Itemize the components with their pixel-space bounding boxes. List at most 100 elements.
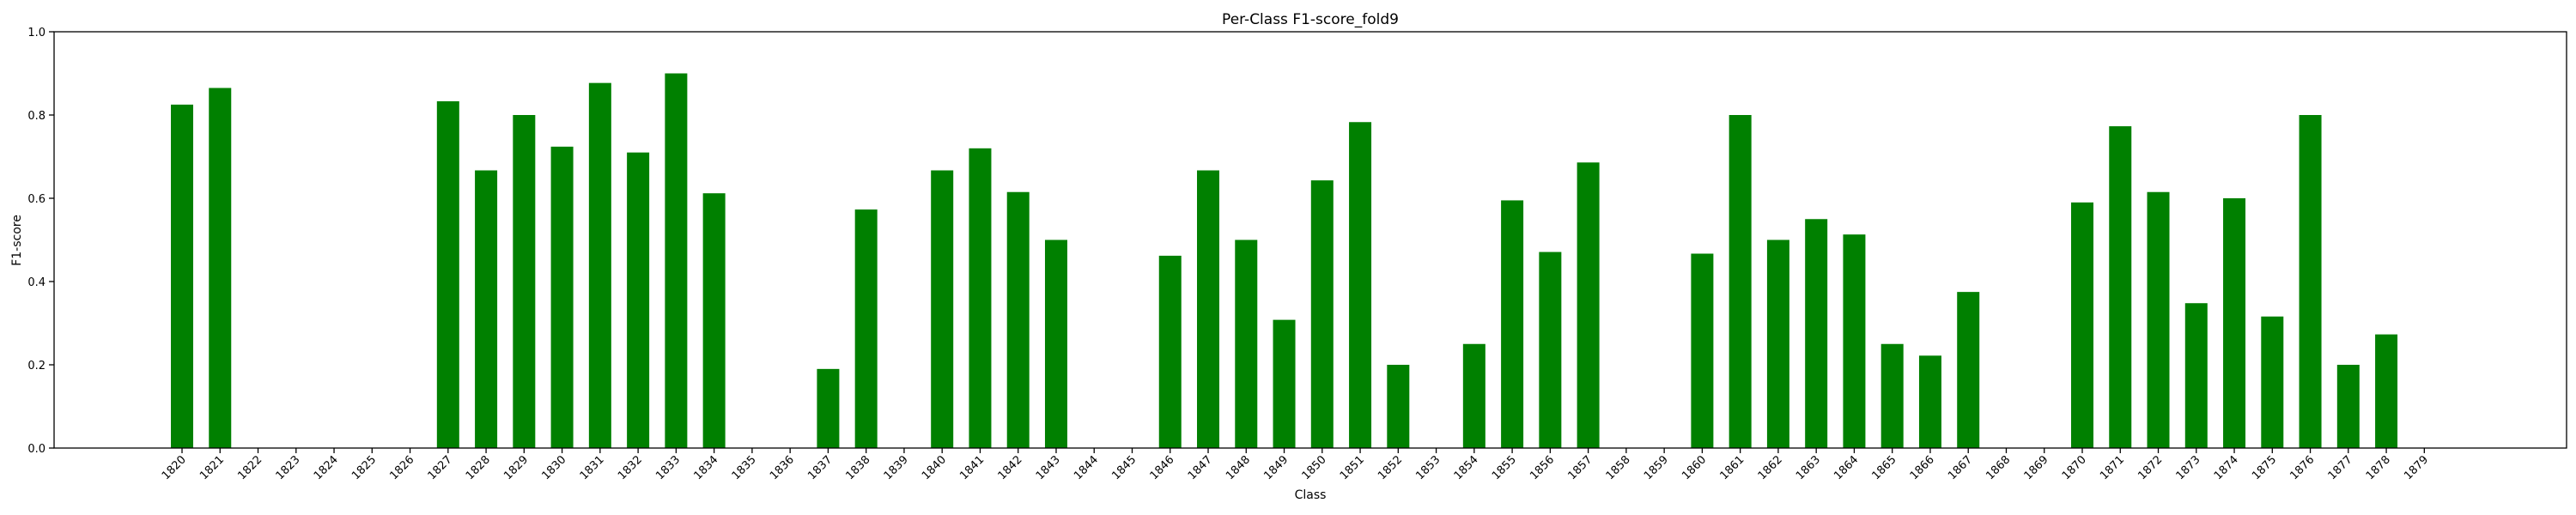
bar-1846 xyxy=(1158,255,1182,448)
x-tick-label: 1862 xyxy=(1756,453,1785,482)
x-tick-label: 1835 xyxy=(730,453,759,482)
x-tick-label: 1853 xyxy=(1413,453,1443,482)
bar-1830 xyxy=(550,146,574,449)
y-tick-label: 1.0 xyxy=(27,27,46,39)
x-tick-label: 1820 xyxy=(160,453,189,482)
bar-1831 xyxy=(588,82,611,449)
x-tick-label: 1856 xyxy=(1528,453,1557,482)
bar-1875 xyxy=(2261,316,2284,448)
bar-1850 xyxy=(1310,180,1334,448)
x-tick-label: 1831 xyxy=(578,453,607,482)
bar-1827 xyxy=(436,101,459,448)
x-tick-label: 1836 xyxy=(768,453,797,482)
x-tick-label: 1865 xyxy=(1870,453,1899,482)
y-tick-label: 0.2 xyxy=(27,360,46,373)
bar-1862 xyxy=(1766,239,1789,448)
bar-1848 xyxy=(1235,239,1258,448)
bar-1843 xyxy=(1044,239,1067,448)
x-tick-label: 1863 xyxy=(1794,453,1823,482)
x-tick-label: 1866 xyxy=(1908,453,1937,482)
bar-1842 xyxy=(1006,191,1030,449)
x-tick-label: 1833 xyxy=(653,453,683,482)
x-tick-label: 1821 xyxy=(197,453,227,482)
bar-1876 xyxy=(2299,115,2322,448)
x-tick-label: 1861 xyxy=(1717,453,1747,482)
x-tick-label: 1832 xyxy=(616,453,645,482)
x-tick-label: 1841 xyxy=(957,453,987,482)
bar-1840 xyxy=(931,170,954,448)
x-tick-label: 1849 xyxy=(1261,453,1291,482)
bar-1870 xyxy=(2071,202,2093,448)
x-tick-label: 1858 xyxy=(1604,453,1633,482)
x-tick-label: 1879 xyxy=(2402,453,2431,482)
x-tick-label: 1846 xyxy=(1148,453,1177,482)
bar-1856 xyxy=(1539,251,1562,448)
bar-1854 xyxy=(1462,343,1485,448)
x-tick-label: 1823 xyxy=(274,453,303,482)
bar-1877 xyxy=(2336,365,2360,448)
x-tick-label: 1850 xyxy=(1300,453,1329,482)
y-tick-label: 0.0 xyxy=(27,443,46,456)
bar-1861 xyxy=(1728,115,1752,448)
bar-1851 xyxy=(1349,122,1372,448)
bar-1838 xyxy=(854,209,878,448)
bar-1849 xyxy=(1273,319,1296,448)
bar-1857 xyxy=(1577,162,1600,449)
bar-1829 xyxy=(513,115,536,448)
x-ticks-group: 1820 1821 1822 1823 1824 1825 1826 1827 1828 1829… xyxy=(160,448,2431,482)
x-tick-label: 1829 xyxy=(501,453,531,482)
x-tick-label: 1870 xyxy=(2060,453,2089,482)
bar-1847 xyxy=(1197,170,1220,448)
bar-1820 xyxy=(171,104,193,449)
x-tick-label: 1847 xyxy=(1186,453,1215,482)
bar-1821 xyxy=(209,88,232,448)
bar-1866 xyxy=(1918,355,1941,448)
x-tick-label: 1844 xyxy=(1072,453,1101,482)
y-tick-label: 0.8 xyxy=(27,110,46,123)
bar-1833 xyxy=(665,73,688,448)
bar-1867 xyxy=(1957,292,1980,449)
x-tick-label: 1864 xyxy=(1832,453,1861,482)
bar-1834 xyxy=(702,193,726,448)
x-tick-label: 1877 xyxy=(2326,453,2355,482)
plot-frame xyxy=(53,31,2567,449)
bar-1873 xyxy=(2184,303,2208,448)
bar-1837 xyxy=(817,368,840,448)
x-tick-label: 1873 xyxy=(2174,453,2203,482)
bar-1878 xyxy=(2375,334,2398,448)
x-tick-label: 1855 xyxy=(1490,453,1519,482)
x-tick-label: 1854 xyxy=(1452,453,1481,482)
x-tick-label: 1842 xyxy=(996,453,1025,482)
bar-1855 xyxy=(1501,200,1524,448)
x-tick-label: 1875 xyxy=(2250,453,2279,482)
bar-1860 xyxy=(1691,253,1714,448)
x-tick-label: 1871 xyxy=(2098,453,2127,482)
x-tick-label: 1825 xyxy=(349,453,379,482)
bar-1828 xyxy=(475,170,498,448)
bar-1832 xyxy=(627,152,650,448)
x-tick-label: 1860 xyxy=(1680,453,1709,482)
bar-1852 xyxy=(1387,365,1410,448)
bar-1874 xyxy=(2223,198,2246,448)
bar-1864 xyxy=(1843,234,1866,448)
x-tick-label: 1843 xyxy=(1034,453,1063,482)
bar-1841 xyxy=(969,148,992,449)
y-tick-label: 0.6 xyxy=(27,193,46,206)
x-tick-label: 1840 xyxy=(920,453,949,482)
x-tick-label: 1827 xyxy=(426,453,455,482)
bar-1863 xyxy=(1805,219,1828,448)
x-tick-label: 1868 xyxy=(1984,453,2013,482)
y-ticks-group: 0.0 0.2 0.4 0.6 0.8 1.0 xyxy=(27,27,54,456)
x-tick-label: 1857 xyxy=(1565,453,1595,482)
x-tick-label: 1859 xyxy=(1642,453,1671,482)
x-tick-label: 1874 xyxy=(2212,453,2241,482)
bar-1871 xyxy=(2109,126,2132,448)
x-tick-label: 1851 xyxy=(1338,453,1367,482)
x-tick-label: 1828 xyxy=(464,453,493,482)
x-tick-label: 1878 xyxy=(2364,453,2393,482)
y-tick-label: 0.4 xyxy=(27,276,46,289)
bars-group xyxy=(171,73,2398,449)
x-tick-label: 1822 xyxy=(235,453,264,482)
x-tick-label: 1824 xyxy=(312,453,341,482)
